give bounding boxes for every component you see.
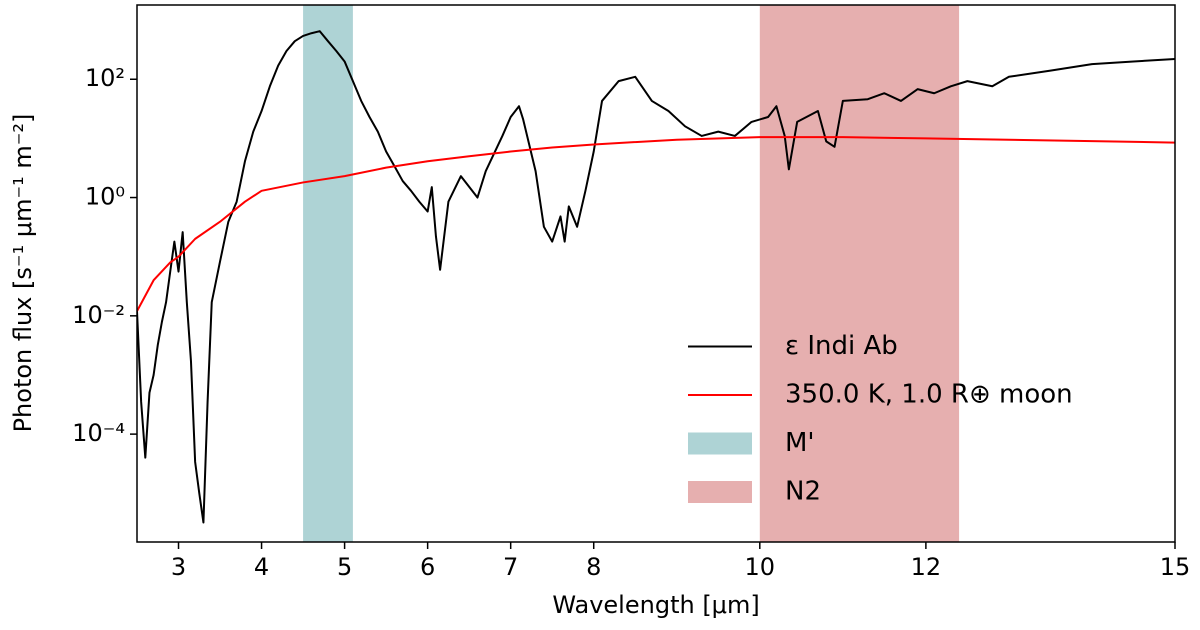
legend-swatch <box>688 432 752 455</box>
legend-label: M' <box>785 428 815 458</box>
x-axis-label: Wavelength [μm] <box>552 591 759 619</box>
legend-label: 350.0 K, 1.0 R⊕ moon <box>785 380 1073 410</box>
x-tick-label: 15 <box>1160 553 1191 581</box>
data-line <box>137 30 1175 524</box>
x-tick-label: 10 <box>745 553 776 581</box>
x-tick-label: 6 <box>420 553 435 581</box>
plot-area <box>137 5 1175 542</box>
axes-frame <box>136 4 1176 543</box>
x-tick-label: 3 <box>171 553 186 581</box>
x-tick-label: 4 <box>254 553 269 581</box>
band <box>303 5 353 542</box>
y-axis-label: Photon flux [s⁻¹ μm⁻¹ m⁻²] <box>9 114 37 433</box>
x-tick-label: 12 <box>911 553 942 581</box>
x-tick-label: 8 <box>586 553 601 581</box>
data-line <box>137 136 1175 312</box>
legend-label: N2 <box>785 477 821 507</box>
legend-label: ε Indi Ab <box>785 331 898 361</box>
y-tick-label: 10² <box>85 64 125 92</box>
y-tick-label: 10⁻² <box>72 301 125 329</box>
x-tick-label: 5 <box>337 553 352 581</box>
legend-swatch <box>688 481 752 503</box>
y-tick-label: 10⁻⁴ <box>72 419 125 447</box>
x-tick-label: 7 <box>503 553 518 581</box>
band <box>759 5 960 542</box>
y-tick-label: 10⁰ <box>85 183 125 211</box>
